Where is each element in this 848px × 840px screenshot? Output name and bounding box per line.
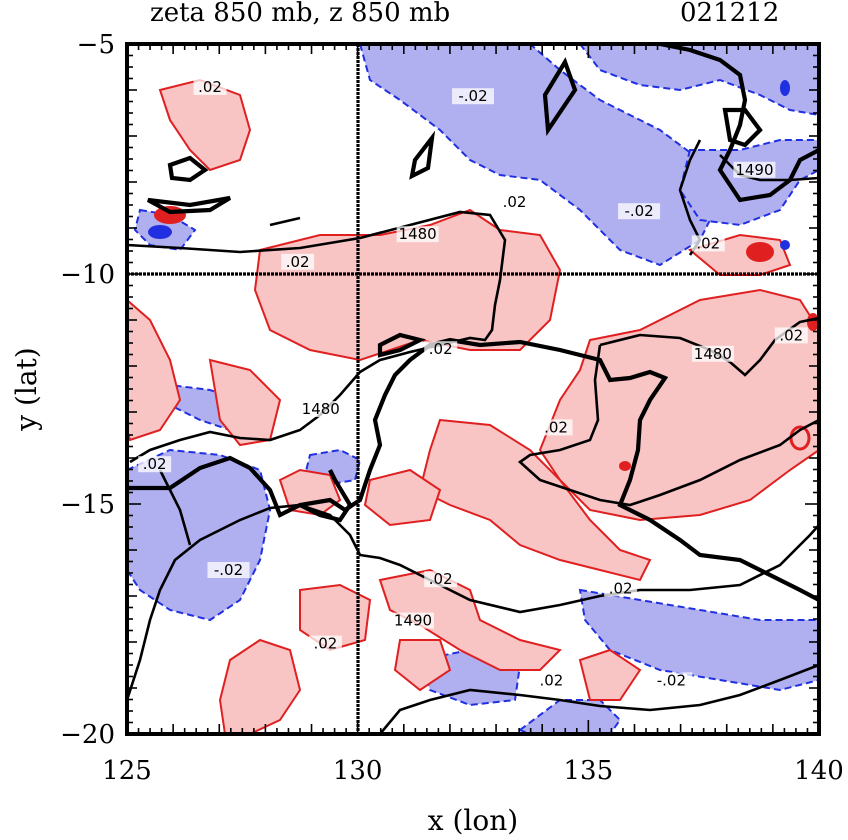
contour-label: .02	[609, 579, 633, 597]
axis-ticks	[126, 43, 820, 735]
contour-label-bg	[207, 562, 250, 578]
contour-label-bg	[650, 672, 693, 689]
contour-label: -.02	[458, 87, 487, 105]
contour-label-bg	[691, 345, 734, 362]
chart-date: 021212	[680, 0, 779, 28]
contour-label-bg	[281, 253, 315, 270]
contour-label: .02	[198, 78, 222, 96]
contour-label-bg	[138, 456, 172, 473]
contour-label-bg	[604, 580, 638, 597]
y-axis-label: y (lat)	[10, 347, 43, 431]
chart-title: zeta 850 mb, z 850 mb	[150, 0, 450, 28]
contour-label: .02	[143, 455, 167, 473]
contour-label-bg	[308, 635, 342, 652]
contour-label: 1480	[694, 345, 732, 363]
contour-label: 1490	[394, 612, 432, 630]
contour-label-bg	[424, 341, 458, 358]
plot-area: .02 -.02 .02 1480 .02 -.02 .02 1490 .02 1480 .02 14…	[127, 44, 819, 734]
contour-label-bg	[774, 327, 808, 344]
y-tick-label: −10	[60, 260, 115, 290]
y-tick-label: −15	[60, 490, 115, 520]
contour-label: .02	[286, 253, 310, 271]
x-axis-label: x (lon)	[428, 804, 518, 837]
contour-label: .02	[429, 570, 453, 588]
contour-label-bg	[534, 672, 568, 689]
x-tick-label: 125	[102, 756, 152, 786]
x-tick-label: 130	[333, 756, 383, 786]
contour-label-bg	[618, 203, 661, 220]
contour-label: 1480	[302, 400, 340, 418]
contour-label: .02	[539, 671, 563, 689]
contour-label-bg	[392, 612, 435, 629]
contour-label-bg	[539, 419, 573, 436]
axis-tick-labels: 125 130 135 140 −5 −10 −15 −20	[60, 30, 844, 786]
contour-label-bg	[452, 88, 494, 105]
contour-label-bg	[691, 235, 725, 252]
contour-label-bg	[424, 571, 458, 588]
contour-label-bg	[396, 226, 439, 243]
contour-labels: .02 -.02 .02 1480 .02 -.02 .02 1490 .02 1480 .02 14…	[138, 78, 808, 689]
contour-label: -.02	[624, 202, 653, 220]
y-tick-label: −20	[60, 720, 115, 750]
contour-label-bg	[193, 79, 227, 95]
contour-label-bg	[498, 194, 532, 210]
contour-label: .02	[696, 234, 720, 252]
contour-label: 1480	[399, 225, 437, 243]
contour-label: .02	[503, 193, 527, 211]
contour-label: .02	[313, 635, 337, 653]
x-tick-label: 140	[794, 756, 844, 786]
contour-label-bg	[299, 401, 342, 417]
contour-label: .02	[544, 418, 568, 436]
contour-label: -.02	[657, 671, 686, 689]
y-tick-label: −5	[77, 30, 115, 60]
coastline	[127, 44, 819, 602]
contour-label: -.02	[214, 561, 243, 579]
contour-label: 1490	[735, 161, 773, 179]
contour-label: .02	[779, 326, 803, 344]
positive-vorticity-regions	[127, 78, 819, 734]
contour-label-bg	[733, 161, 776, 178]
x-tick-label: 135	[564, 756, 614, 786]
contour-label: .02	[429, 340, 453, 358]
